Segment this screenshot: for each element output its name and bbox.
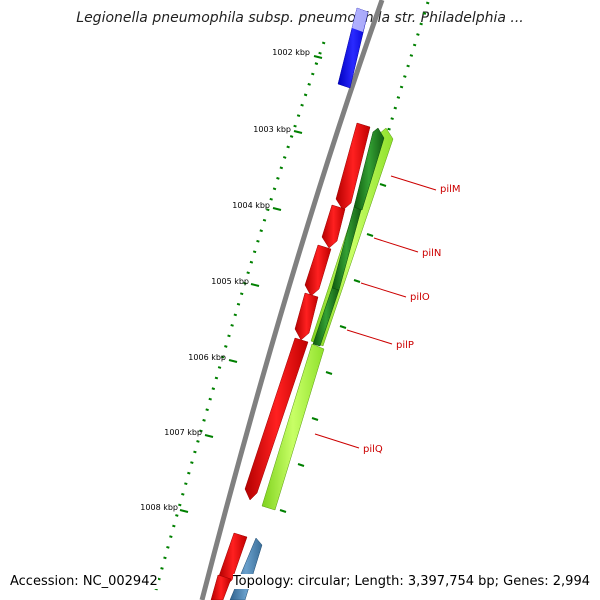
gene-label-pilp[interactable]: pilP [346, 329, 414, 351]
cds-arrow [321, 204, 346, 249]
gene-name[interactable]: pilP [396, 340, 414, 351]
tick-labels: 1002 kbp 1003 kbp 1004 kbp 1005 kbp 1006… [140, 48, 323, 513]
gene-label-piln[interactable]: pilN [373, 237, 441, 259]
tick-mark [293, 130, 303, 134]
tick-mark [228, 359, 238, 363]
leader-line [390, 175, 437, 191]
reverse-ticks [279, 183, 387, 513]
tick-mark [366, 233, 374, 237]
tick-1007: 1007 kbp [164, 428, 214, 438]
tick-mark [339, 325, 347, 329]
cds-arrow [294, 292, 319, 341]
gene-name[interactable]: pilM [440, 184, 461, 195]
leader-line [346, 329, 393, 345]
gene-label-pilm[interactable]: pilM [390, 175, 461, 195]
tick-mark [204, 434, 214, 438]
gene-name[interactable]: pilQ [363, 444, 383, 455]
cds-arrow [304, 244, 332, 297]
gene-label-pilq[interactable]: pilQ [314, 433, 383, 455]
cds-arrow [335, 122, 371, 211]
tick-label: 1007 kbp [164, 428, 202, 437]
cds-arrow [312, 287, 340, 347]
cds-arrow [353, 127, 385, 211]
gene-name[interactable]: pilN [422, 248, 441, 259]
accession-label: Accession: NC_002942 [10, 574, 158, 589]
tick-label: 1002 kbp [272, 48, 310, 57]
tick-label: 1003 kbp [253, 125, 291, 134]
cds-arrow [244, 337, 309, 501]
leader-line [373, 237, 419, 253]
tick-label: 1006 kbp [188, 353, 226, 362]
tick-mark [313, 55, 323, 59]
blue-feature-highlight [352, 8, 368, 32]
gene-labels: pilM pilN pilO pilP pilQ [314, 175, 461, 455]
tick-1003: 1003 kbp [253, 125, 303, 134]
tick-mark [311, 417, 319, 421]
leader-line [314, 433, 360, 449]
tick-1002: 1002 kbp [272, 48, 323, 59]
tick-1005: 1005 kbp [211, 277, 260, 287]
tick-label: 1008 kbp [140, 503, 178, 512]
cds-arrow [210, 574, 232, 600]
tick-label: 1005 kbp [211, 277, 249, 286]
tick-mark [250, 283, 260, 287]
tick-mark [272, 207, 282, 211]
tick-mark [325, 371, 333, 375]
gene-name[interactable]: pilO [410, 292, 430, 303]
tick-1006: 1006 kbp [188, 353, 238, 363]
tick-mark [279, 509, 287, 513]
tick-mark [353, 279, 361, 283]
tick-1004: 1004 kbp [232, 201, 282, 211]
tick-mark [379, 183, 387, 187]
gene-label-pilo[interactable]: pilO [360, 282, 430, 303]
forward-cds-track [210, 122, 371, 600]
backbone-line [199, 0, 385, 600]
inner-ruler-dots [154, 41, 326, 591]
reverse-dark-track [312, 127, 385, 347]
blue-feature [337, 7, 369, 89]
genome-summary: Topology: circular; Length: 3,397,754 bp… [232, 574, 590, 589]
tick-mark [179, 509, 189, 513]
tick-1008: 1008 kbp [140, 503, 189, 513]
tick-mark [297, 463, 305, 467]
leader-line [360, 282, 407, 298]
map-title: Legionella pneumophila subsp. pneumophil… [76, 10, 524, 26]
inner-ruler [154, 41, 326, 591]
cds-arrow [261, 343, 325, 511]
tick-label: 1004 kbp [232, 201, 270, 210]
